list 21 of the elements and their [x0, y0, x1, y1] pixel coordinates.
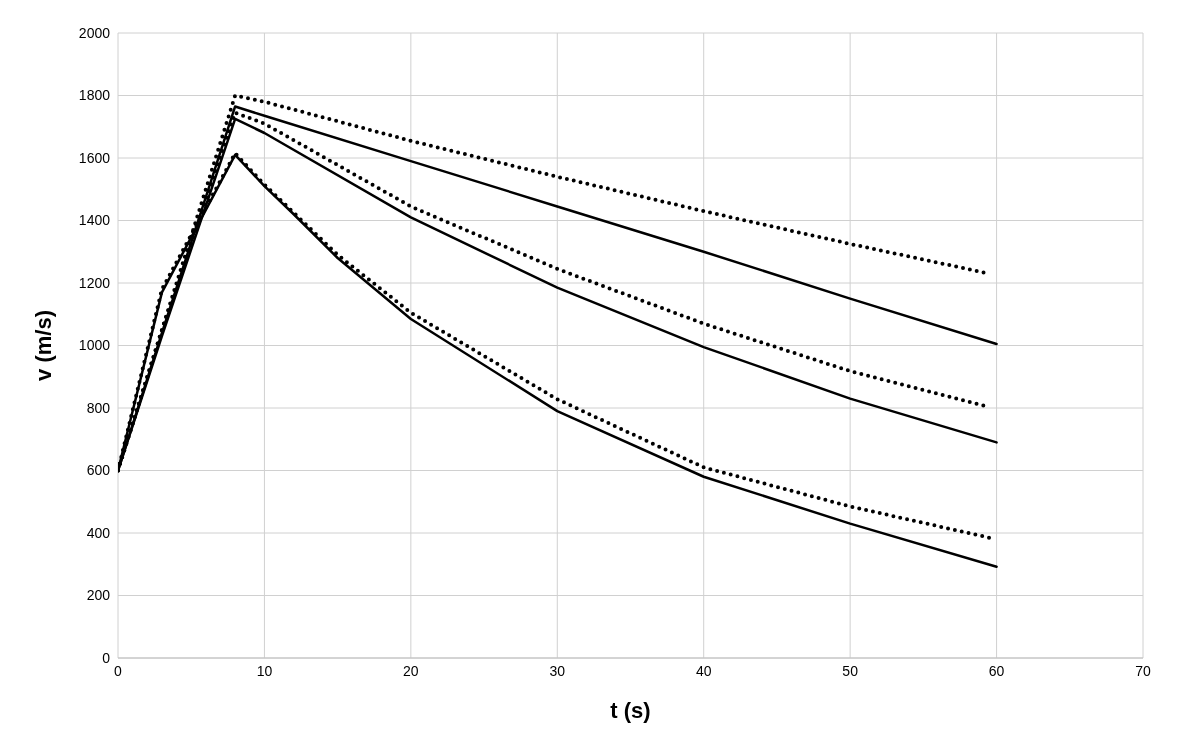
y-tick-label: 1600: [78, 149, 111, 166]
y-tick-label: 1200: [78, 274, 111, 291]
x-tick-label: 50: [842, 662, 859, 679]
x-tick-label: 70: [1135, 662, 1151, 679]
y-tick-label: 2000: [78, 24, 111, 41]
x-tick-label: 0: [114, 662, 123, 679]
x-tick-label: 20: [403, 662, 419, 679]
y-tick-label: 600: [86, 462, 111, 479]
y-tick-label: 800: [86, 399, 111, 416]
y-tick-label: 200: [86, 587, 111, 604]
y-tick-label: 1800: [78, 87, 111, 104]
x-tick-label: 30: [549, 662, 566, 679]
x-axis-title: t (s): [610, 698, 651, 723]
x-tick-label: 40: [695, 662, 712, 679]
y-axis-title: v (m/s): [30, 310, 56, 381]
y-tick-label: 0: [102, 649, 111, 666]
x-tick-label: 60: [988, 662, 1005, 679]
y-tick-label: 1000: [78, 337, 111, 354]
y-tick-label: 1400: [78, 212, 111, 229]
x-tick-label: 10: [256, 662, 273, 679]
y-tick-label: 400: [86, 524, 111, 541]
